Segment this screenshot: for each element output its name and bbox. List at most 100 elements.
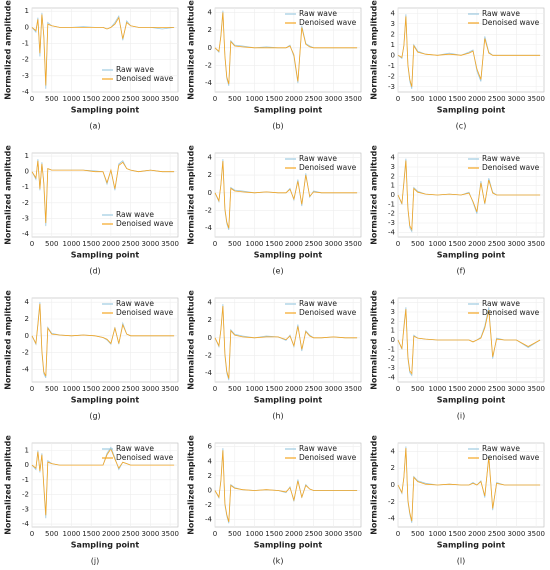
x-tick-label: 500 — [228, 95, 241, 103]
y-tick-label: 0 — [208, 486, 212, 494]
x-tick-label: 1000 — [63, 530, 81, 538]
y-tick-label: 0 — [25, 332, 29, 340]
y-tick-label: -3 — [22, 214, 29, 222]
y-tick-label: -2 — [22, 349, 29, 357]
legend-label: Raw wave — [299, 9, 337, 18]
legend-label: Denoised wave — [116, 74, 174, 83]
y-tick-label: -3 — [22, 72, 29, 80]
y-tick-label: -4 — [388, 515, 396, 523]
x-tick-label: 1500 — [82, 385, 100, 393]
y-tick-label: 2 — [391, 464, 395, 472]
x-tick-label: 1000 — [429, 240, 447, 248]
y-tick-label: -4 — [388, 228, 396, 236]
y-axis-label: Normalized amplitude — [370, 290, 379, 390]
y-tick-label: 2 — [208, 316, 212, 324]
legend-label: Denoised wave — [482, 163, 540, 172]
x-tick-label: 2000 — [102, 530, 120, 538]
x-tick-label: 3500 — [344, 240, 362, 248]
y-tick-label: 0 — [208, 189, 212, 197]
legend-label: Raw wave — [116, 210, 154, 219]
caption: (j) — [91, 557, 99, 566]
y-axis-label: Normalized amplitude — [370, 0, 379, 100]
series-line — [214, 12, 358, 85]
caption: (h) — [272, 412, 283, 421]
y-tick-label: -1 — [388, 62, 395, 70]
y-tick-label: -3 — [388, 364, 395, 372]
y-tick-label: 1 — [391, 327, 395, 335]
legend-label: Raw wave — [116, 299, 154, 308]
y-tick-label: -1 — [22, 183, 29, 191]
legend-label: Denoised wave — [299, 18, 357, 27]
y-tick-label: 2 — [391, 30, 395, 38]
x-tick-label: 500 — [411, 240, 424, 248]
y-tick-label: -3 — [388, 83, 395, 91]
x-tick-label: 2500 — [122, 530, 140, 538]
y-axis-label: Normalized amplitude — [187, 145, 196, 245]
y-tick-label: -2 — [205, 206, 212, 214]
x-tick-label: 2500 — [122, 240, 140, 248]
x-tick-label: 0 — [30, 240, 34, 248]
x-tick-label: 2500 — [488, 385, 506, 393]
y-tick-label: 4 — [208, 457, 213, 465]
x-tick-label: 1500 — [448, 385, 466, 393]
x-axis-label: Sampling point — [71, 251, 140, 260]
series-line — [214, 305, 358, 379]
legend-label: Raw wave — [482, 9, 520, 18]
y-tick-label: -2 — [205, 351, 212, 359]
y-tick-label: 1 — [391, 41, 395, 49]
y-tick-label: 3 — [391, 308, 395, 316]
y-tick-label: 2 — [25, 315, 29, 323]
legend-label: Raw wave — [482, 299, 520, 308]
x-tick-label: 3000 — [324, 240, 342, 248]
x-tick-label: 3000 — [141, 95, 159, 103]
y-tick-label: 0 — [391, 336, 395, 344]
y-tick-label: -2 — [205, 501, 212, 509]
x-tick-label: 3500 — [161, 95, 179, 103]
y-tick-label: 0 — [391, 191, 395, 199]
x-tick-label: 3000 — [324, 385, 342, 393]
y-tick-label: 2 — [208, 26, 212, 34]
legend-label: Denoised wave — [482, 18, 540, 27]
caption: (i) — [457, 412, 465, 421]
y-tick-label: -2 — [205, 61, 212, 69]
x-tick-label: 3000 — [324, 530, 342, 538]
series-line — [397, 447, 541, 522]
x-tick-label: 0 — [30, 530, 34, 538]
x-tick-label: 0 — [213, 385, 217, 393]
x-tick-label: 1500 — [265, 240, 283, 248]
y-tick-label: -4 — [205, 369, 213, 377]
y-tick-label: 1 — [391, 182, 395, 190]
x-tick-label: 1500 — [265, 530, 283, 538]
y-tick-label: -4 — [205, 516, 213, 524]
y-tick-label: -2 — [388, 72, 395, 80]
x-tick-label: 3000 — [141, 385, 159, 393]
y-tick-label: -4 — [205, 79, 213, 87]
x-tick-label: 2500 — [305, 385, 323, 393]
y-axis-label: Normalized amplitude — [187, 0, 196, 100]
x-tick-label: 1000 — [246, 530, 264, 538]
y-tick-label: 0 — [25, 461, 29, 469]
caption: (l) — [457, 557, 465, 566]
x-tick-label: 3500 — [527, 95, 545, 103]
y-tick-label: 0 — [208, 334, 212, 342]
y-tick-label: -4 — [22, 88, 30, 96]
y-tick-label: 0 — [391, 51, 395, 59]
x-axis-label: Sampling point — [437, 396, 506, 405]
caption: (k) — [273, 557, 284, 566]
x-tick-label: 2500 — [305, 240, 323, 248]
y-tick-label: 3 — [391, 163, 395, 171]
legend-label: Denoised wave — [299, 163, 357, 172]
x-tick-label: 1000 — [246, 95, 264, 103]
x-tick-label: 2000 — [102, 240, 120, 248]
y-tick-label: -2 — [22, 199, 29, 207]
x-tick-label: 1500 — [82, 95, 100, 103]
y-tick-label: -2 — [22, 491, 29, 499]
y-axis-label: Normalized amplitude — [4, 145, 13, 245]
x-tick-label: 1500 — [448, 95, 466, 103]
legend-label: Denoised wave — [116, 219, 174, 228]
x-tick-label: 2000 — [468, 385, 486, 393]
plot-area — [31, 152, 179, 238]
x-tick-label: 3500 — [161, 385, 179, 393]
series-line — [214, 160, 358, 229]
